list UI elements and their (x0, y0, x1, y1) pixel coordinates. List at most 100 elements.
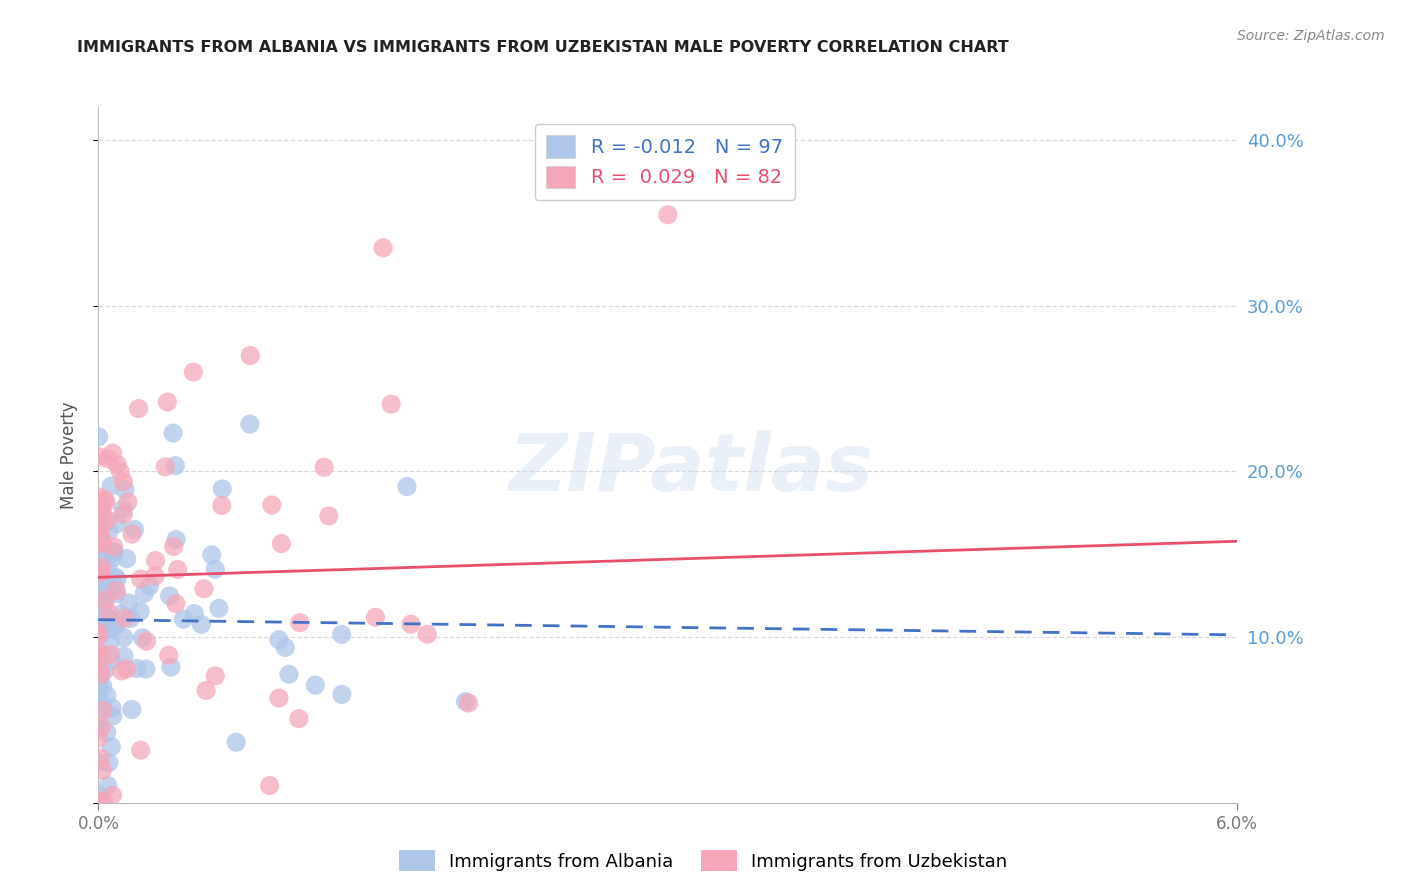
Point (318, 508, 340, 523)
Point (239, 349, 262, 363)
Point (145, 553, 167, 567)
Point (104, 618, 127, 632)
Point (416, 627, 439, 641)
Point (114, 483, 136, 497)
Legend: R = -0.012   N = 97, R =  0.029   N = 82: R = -0.012 N = 97, R = 0.029 N = 82 (534, 124, 794, 200)
Point (105, 516, 128, 531)
Point (110, 664, 132, 678)
Point (100, 653, 122, 667)
Point (87, 670, 110, 684)
Point (330, 687, 353, 701)
Point (270, 536, 292, 550)
Point (101, 709, 124, 723)
Point (125, 661, 148, 675)
Point (91, 763, 114, 777)
Point (91, 535, 114, 549)
Point (135, 662, 157, 676)
Point (91, 699, 114, 714)
Point (97, 779, 120, 793)
Point (89, 514, 111, 528)
Point (89, 662, 111, 676)
Point (87, 625, 110, 640)
Point (103, 545, 125, 559)
Point (201, 548, 224, 562)
Point (101, 446, 124, 460)
Text: ZIPatlas: ZIPatlas (508, 430, 873, 508)
Point (193, 582, 215, 596)
Point (134, 586, 156, 600)
Point (101, 701, 124, 715)
Point (97, 562, 120, 576)
Point (94, 495, 117, 509)
Point (87, 590, 110, 604)
Point (89, 537, 111, 551)
Point (112, 475, 135, 489)
Point (90, 578, 112, 592)
Point (89, 549, 111, 564)
Point (89, 628, 111, 642)
Point (156, 395, 179, 409)
Point (204, 562, 226, 576)
Point (87, 676, 110, 690)
Point (97, 584, 120, 599)
Point (155, 459, 177, 474)
Point (131, 631, 153, 645)
Point (239, 417, 262, 431)
Point (160, 660, 183, 674)
Point (135, 634, 157, 648)
Point (330, 627, 353, 641)
Point (97, 524, 120, 539)
Point (454, 695, 477, 709)
Point (159, 589, 181, 603)
Point (364, 610, 387, 624)
Point (87, 587, 110, 601)
Point (87, 595, 110, 609)
Point (89, 623, 111, 637)
Point (104, 570, 127, 584)
Point (118, 596, 141, 610)
Point (96, 725, 118, 739)
Point (117, 495, 139, 509)
Point (87, 688, 110, 702)
Point (225, 735, 247, 749)
Point (165, 458, 187, 473)
Point (90, 720, 112, 734)
Point (105, 458, 128, 472)
Point (101, 621, 124, 635)
Point (110, 607, 132, 622)
Point (94, 609, 117, 624)
Point (457, 696, 479, 710)
Point (190, 617, 212, 632)
Legend: Immigrants from Albania, Immigrants from Uzbekistan: Immigrants from Albania, Immigrants from… (391, 843, 1015, 879)
Point (304, 678, 326, 692)
Point (657, 208, 679, 222)
Point (91, 506, 114, 520)
Point (87, 566, 110, 581)
Text: Source: ZipAtlas.com: Source: ZipAtlas.com (1237, 29, 1385, 43)
Point (87, 574, 110, 588)
Point (162, 539, 184, 553)
Point (105, 586, 128, 600)
Point (91, 648, 114, 663)
Text: IMMIGRANTS FROM ALBANIA VS IMMIGRANTS FROM UZBEKISTAN MALE POVERTY CORRELATION C: IMMIGRANTS FROM ALBANIA VS IMMIGRANTS FR… (77, 40, 1010, 55)
Point (138, 579, 160, 593)
Point (90, 566, 112, 580)
Point (93, 594, 115, 608)
Point (399, 617, 422, 632)
Point (165, 597, 187, 611)
Point (259, 779, 281, 793)
Point (112, 508, 135, 522)
Point (101, 551, 124, 566)
Point (165, 533, 187, 547)
Point (124, 523, 146, 537)
Point (90, 667, 112, 681)
Point (97, 612, 120, 626)
Point (114, 611, 136, 625)
Point (103, 545, 125, 559)
Point (97, 605, 120, 619)
Point (115, 662, 138, 676)
Point (396, 479, 419, 493)
Point (121, 702, 143, 716)
Point (87, 525, 110, 540)
Point (162, 425, 184, 440)
